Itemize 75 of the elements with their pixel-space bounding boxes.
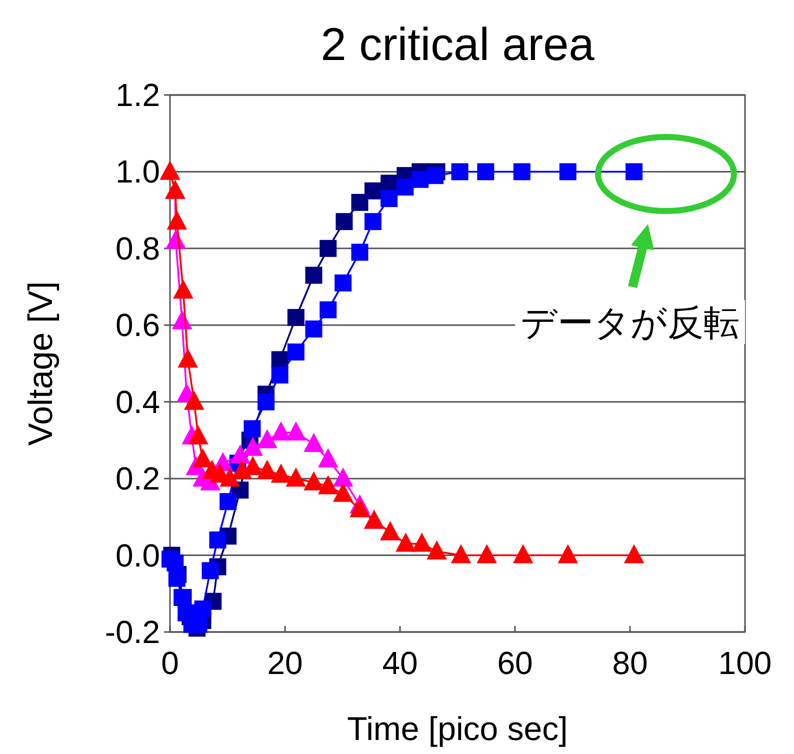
point	[351, 244, 368, 261]
point	[351, 194, 368, 211]
point	[334, 484, 353, 502]
x-tick-label: 20	[267, 645, 303, 681]
point	[271, 422, 290, 441]
point	[174, 280, 193, 299]
x-tick-label: 80	[612, 645, 648, 681]
point	[558, 545, 578, 564]
point	[286, 468, 306, 487]
point	[258, 393, 275, 410]
point	[287, 343, 304, 360]
point	[178, 350, 198, 368]
point	[220, 493, 237, 510]
point	[412, 534, 432, 552]
x-tick-label: 40	[382, 645, 418, 681]
point	[304, 472, 324, 490]
point	[305, 266, 322, 284]
point	[364, 182, 382, 200]
y-tick-label: 0.6	[116, 307, 160, 344]
point	[209, 531, 226, 548]
point	[305, 320, 322, 338]
point	[244, 420, 261, 438]
point	[336, 213, 353, 230]
x-tick-label: 100	[718, 645, 772, 681]
point	[626, 163, 643, 180]
point	[350, 499, 370, 518]
point	[396, 534, 416, 552]
y-tick-label: 0.0	[116, 537, 160, 574]
point	[320, 240, 337, 257]
chart-title: 2 critical area	[320, 18, 595, 70]
point	[559, 163, 576, 180]
point	[220, 468, 240, 487]
annotation: データが反転	[520, 302, 740, 343]
y-tick-label: 0.8	[116, 230, 160, 266]
point	[271, 464, 290, 483]
point	[477, 163, 494, 180]
x-axis-title: Time [pico sec]	[347, 710, 568, 747]
point	[426, 167, 444, 184]
point	[514, 545, 533, 564]
point	[168, 570, 186, 587]
point	[230, 446, 250, 464]
point	[202, 562, 219, 580]
y-tick-label: 0.2	[116, 460, 160, 497]
y-tick-label: 1.2	[116, 77, 160, 113]
point	[427, 541, 446, 560]
point	[451, 545, 470, 564]
point	[188, 426, 208, 444]
y-tick-label: -0.2	[104, 614, 160, 650]
point	[624, 545, 644, 564]
y-axis-title: Voltage [V]	[22, 281, 60, 446]
y-tick-label: 1.0	[116, 154, 160, 190]
point	[380, 190, 398, 208]
point	[364, 213, 382, 230]
point	[287, 308, 304, 326]
point	[271, 366, 288, 384]
x-tick-label: 60	[497, 645, 533, 681]
point	[451, 163, 468, 180]
x-tick-label: 0	[161, 645, 179, 681]
point	[318, 449, 338, 468]
point	[318, 476, 338, 494]
point	[477, 545, 496, 564]
point	[167, 212, 186, 230]
point	[334, 468, 353, 487]
point	[412, 170, 429, 188]
point	[193, 449, 212, 468]
y-tick-label: 0.4	[116, 384, 160, 420]
point	[243, 438, 262, 456]
point	[184, 392, 204, 410]
point	[304, 434, 324, 452]
point	[513, 163, 530, 180]
point	[258, 460, 277, 479]
point	[396, 178, 414, 196]
point	[258, 430, 277, 448]
point	[334, 274, 352, 292]
point	[320, 301, 337, 318]
